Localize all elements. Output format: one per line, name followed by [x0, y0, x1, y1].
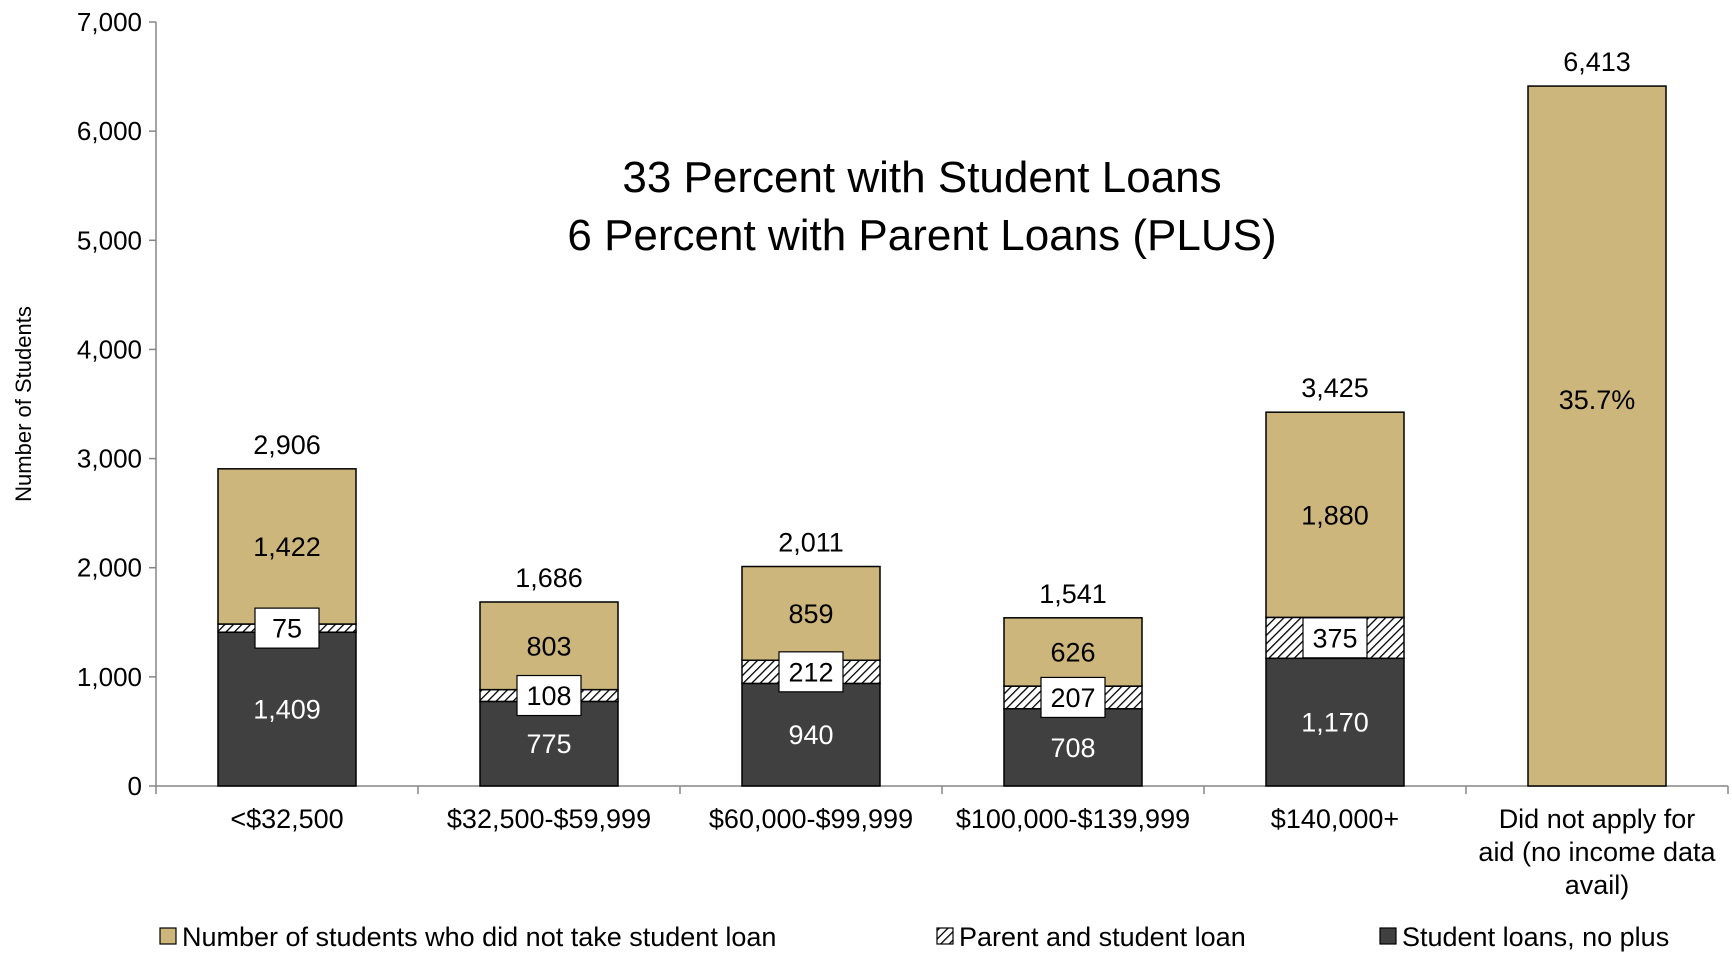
x-tick-label: $140,000+: [1271, 804, 1399, 834]
data-label: 859: [788, 599, 833, 629]
x-tick-label: <$32,500: [230, 804, 343, 834]
data-label: 1,170: [1301, 708, 1369, 738]
annotation: 33 Percent with Student Loans 6 Percent w…: [567, 153, 1276, 260]
legend-swatch: [1379, 927, 1397, 945]
data-label-box: [1302, 617, 1368, 659]
data-label: 207: [1050, 683, 1095, 713]
data-label: 708: [1050, 733, 1095, 763]
y-tick-label: 0: [128, 771, 142, 801]
legend-label: Parent and student loan: [959, 922, 1246, 952]
y-tick-label: 2,000: [77, 553, 142, 583]
bar-segment: [741, 565, 881, 662]
x-tick-label: $60,000-$99,999: [709, 804, 913, 834]
bar-segment: [217, 631, 357, 787]
legend-label: Number of students who did not take stud…: [182, 922, 776, 952]
legend: Number of students who did not take stud…: [159, 922, 1669, 952]
x-tick-label: aid (no income data: [1478, 837, 1716, 867]
y-tick-label: 1,000: [77, 662, 142, 692]
data-label: 108: [526, 681, 571, 711]
y-tick-label: 3,000: [77, 444, 142, 474]
annotation-line: 6 Percent with Parent Loans (PLUS): [567, 211, 1276, 260]
data-label: 1,409: [253, 695, 321, 725]
data-label-box: [516, 674, 582, 717]
data-label-box: [1040, 676, 1106, 719]
total-label: 1,686: [515, 563, 583, 593]
y-tick-label: 6,000: [77, 116, 142, 146]
data-label: 775: [526, 729, 571, 759]
bar-segment: [1003, 617, 1143, 687]
data-label: 940: [788, 720, 833, 750]
axes: 0 1,000 2,000 3,000 4,000 5,000 6,000 7,000 Numb…: [11, 7, 1729, 900]
total-label: 2,906: [253, 430, 321, 460]
data-label: 75: [272, 614, 302, 644]
total-label: 2,011: [778, 528, 844, 558]
legend-swatch: [936, 927, 954, 945]
bar-segment: [741, 682, 881, 787]
x-tick-label: $32,500-$59,999: [447, 804, 651, 834]
annotation-line: 33 Percent with Student Loans: [622, 153, 1221, 202]
x-tick-label: $100,000-$139,999: [956, 804, 1190, 834]
data-label-box: [778, 651, 844, 693]
total-label: 1,541: [1039, 579, 1107, 609]
total-label: 3,425: [1301, 373, 1369, 403]
x-tick-label: avail): [1565, 870, 1630, 900]
data-label: 35.7%: [1559, 385, 1636, 415]
data-label: 1,422: [253, 532, 321, 562]
data-label: 375: [1312, 623, 1357, 653]
data-label: 1,880: [1301, 500, 1369, 530]
data-label-box: [254, 607, 320, 649]
y-tick-label: 5,000: [77, 225, 142, 255]
x-tick-label: Did not apply for: [1499, 804, 1696, 834]
legend-swatch: [159, 927, 177, 945]
bars: [217, 85, 1667, 787]
data-labels: 1,409 75 1,422 2,906 775 108 803 1,686 940 212 859…: [253, 47, 1635, 763]
y-axis-label: Number of Students: [11, 306, 36, 502]
data-label: 626: [1050, 637, 1095, 667]
data-label: 803: [526, 631, 571, 661]
legend-label: Student loans, no plus: [1402, 922, 1669, 952]
total-label: 6,413: [1563, 47, 1631, 77]
bar-segment: [1527, 85, 1667, 787]
y-tick-label: 4,000: [77, 334, 142, 364]
bar-segment: [1265, 657, 1405, 787]
y-tick-label: 7,000: [77, 7, 142, 37]
data-label: 212: [788, 657, 833, 687]
